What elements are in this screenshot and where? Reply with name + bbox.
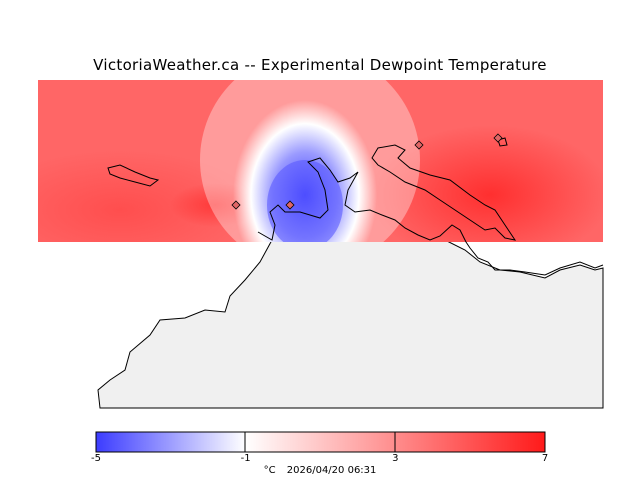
legend-tick-label: 7: [541, 453, 549, 464]
legend-tick-label: -1: [240, 453, 251, 464]
color-legend: [95, 431, 546, 453]
unit-label: °C: [263, 465, 276, 476]
timestamp-label: 2026/04/20 06:31: [286, 465, 377, 476]
station-markers: [231, 133, 503, 210]
map-title: VictoriaWeather.ca -- Experimental Dewpo…: [93, 56, 547, 74]
legend-tick-label: 3: [392, 453, 399, 464]
dewpoint-field: [38, 80, 603, 242]
station-marker: [231, 200, 241, 210]
station-marker: [414, 140, 424, 150]
station-marker: [285, 200, 295, 210]
coastline: [107, 137, 604, 276]
station-marker: [493, 133, 503, 143]
legend-bar: [95, 431, 546, 453]
legend-caption: °C 2026/04/20 06:31: [0, 465, 640, 476]
legend-tick-label: -5: [91, 453, 101, 464]
